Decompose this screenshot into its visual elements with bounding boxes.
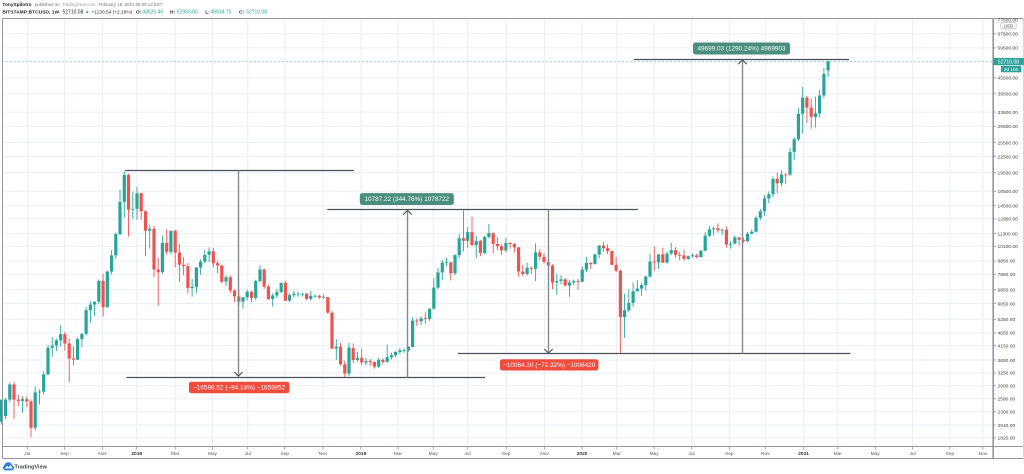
svg-text:May: May <box>208 451 218 457</box>
svg-text:6050.00: 6050.00 <box>998 301 1016 307</box>
svg-text:Jul: Jul <box>465 451 471 457</box>
svg-text:H:: H: <box>170 9 176 15</box>
svg-text:45914.75: 45914.75 <box>211 9 232 15</box>
svg-text:19500.00: 19500.00 <box>998 170 1019 176</box>
svg-text:3250.00: 3250.00 <box>998 371 1016 377</box>
svg-text:Mar: Mar <box>613 451 622 457</box>
svg-text:Jul: Jul <box>245 451 251 457</box>
svg-text:Sep: Sep <box>502 451 511 457</box>
svg-text:45500.00: 45500.00 <box>998 76 1019 82</box>
svg-text:published on: published on <box>35 2 60 7</box>
svg-text:3650.00: 3650.00 <box>998 358 1016 364</box>
svg-text:Nov: Nov <box>540 451 549 457</box>
svg-text:8850.00: 8850.00 <box>998 259 1016 265</box>
svg-text:67500.00: 67500.00 <box>998 32 1019 38</box>
svg-text:−16598.52 (−84.14%) −1659852: −16598.52 (−84.14%) −1659852 <box>193 385 286 392</box>
svg-text:2580.00: 2580.00 <box>998 397 1016 403</box>
svg-text:Sep: Sep <box>946 451 955 457</box>
svg-text:O:: O: <box>136 9 142 15</box>
svg-text:+1130.54 (+2.19%): +1130.54 (+2.19%) <box>92 9 133 15</box>
svg-text:May: May <box>429 451 439 457</box>
svg-text:7850.00: 7850.00 <box>998 272 1016 278</box>
svg-text:2300.00: 2300.00 <box>998 409 1016 415</box>
svg-text:Nov: Nov <box>319 451 328 457</box>
svg-text:2900.00: 2900.00 <box>998 384 1016 390</box>
svg-text:22500.00: 22500.00 <box>998 154 1019 160</box>
svg-text:10787.22 (344.76%) 1078722: 10787.22 (344.76%) 1078722 <box>365 196 450 203</box>
svg-text:Sep: Sep <box>60 451 69 457</box>
svg-text:59500.00: 59500.00 <box>998 46 1019 52</box>
svg-text:52710.08: 52710.08 <box>246 9 267 15</box>
svg-text:Mar: Mar <box>171 451 180 457</box>
svg-text:4650.00: 4650.00 <box>998 331 1016 337</box>
svg-text:Nov: Nov <box>979 451 988 457</box>
svg-text:4150.00: 4150.00 <box>998 343 1016 349</box>
svg-text:2d 10h: 2d 10h <box>1004 67 1019 72</box>
svg-text:52710.08: 52710.08 <box>63 9 84 15</box>
svg-text:Sep: Sep <box>281 451 290 457</box>
svg-text:52950.00: 52950.00 <box>177 9 198 15</box>
svg-text:48620.46: 48620.46 <box>142 9 163 15</box>
svg-text:Jul: Jul <box>24 451 30 457</box>
svg-text:6850.00: 6850.00 <box>998 287 1016 293</box>
svg-text:May: May <box>650 451 660 457</box>
svg-text:L:: L: <box>205 9 210 15</box>
svg-text:May: May <box>871 451 881 457</box>
svg-text:10100.00: 10100.00 <box>998 244 1019 250</box>
svg-text:2019: 2019 <box>356 451 367 457</box>
svg-text:52710.08: 52710.08 <box>998 59 1019 65</box>
svg-text:5250.00: 5250.00 <box>998 317 1016 323</box>
svg-text:2040.00: 2040.00 <box>998 423 1016 429</box>
svg-text:29500.00: 29500.00 <box>998 124 1019 130</box>
svg-text:1820.00: 1820.00 <box>998 436 1016 442</box>
svg-text:12900.00: 12900.00 <box>998 217 1019 223</box>
svg-text:−10064.20 (−72.32%) −1006420: −10064.20 (−72.32%) −1006420 <box>503 362 596 369</box>
svg-text:▲: ▲ <box>85 9 89 14</box>
svg-text:49699.03 (1290.24%) 4969903: 49699.03 (1290.24%) 4969903 <box>697 46 786 53</box>
svg-text:USD: USD <box>1004 24 1014 29</box>
svg-text:Nov: Nov <box>98 451 107 457</box>
svg-text:Mar: Mar <box>834 451 843 457</box>
svg-text:TonySpilotro: TonySpilotro <box>2 2 31 8</box>
svg-text:2021: 2021 <box>798 451 809 457</box>
svg-text:BITSTAMP:BTCUSD, 1W: BITSTAMP:BTCUSD, 1W <box>2 9 59 15</box>
svg-text:C:: C: <box>239 9 245 15</box>
svg-text:77500.00: 77500.00 <box>998 18 1019 24</box>
svg-text:Sep: Sep <box>725 451 734 457</box>
svg-text:Nov: Nov <box>761 451 770 457</box>
svg-text:Jul: Jul <box>688 451 694 457</box>
svg-text:25500.00: 25500.00 <box>998 140 1019 146</box>
svg-text:16500.00: 16500.00 <box>998 189 1019 195</box>
svg-text:2018: 2018 <box>131 451 142 457</box>
svg-text:February 19, 2021 09:29:13 EST: February 19, 2021 09:29:13 EST <box>99 2 163 7</box>
svg-text:2020: 2020 <box>577 451 588 457</box>
svg-text:TradingView.com,: TradingView.com, <box>62 2 97 7</box>
svg-text:Mar: Mar <box>394 451 403 457</box>
svg-text:Jul: Jul <box>910 451 916 457</box>
svg-text:39500.00: 39500.00 <box>998 92 1019 98</box>
svg-text:14500.00: 14500.00 <box>998 204 1019 210</box>
svg-text:TradingView: TradingView <box>15 465 48 471</box>
svg-text:33500.00: 33500.00 <box>998 110 1019 116</box>
svg-text:11300.00: 11300.00 <box>998 231 1018 237</box>
